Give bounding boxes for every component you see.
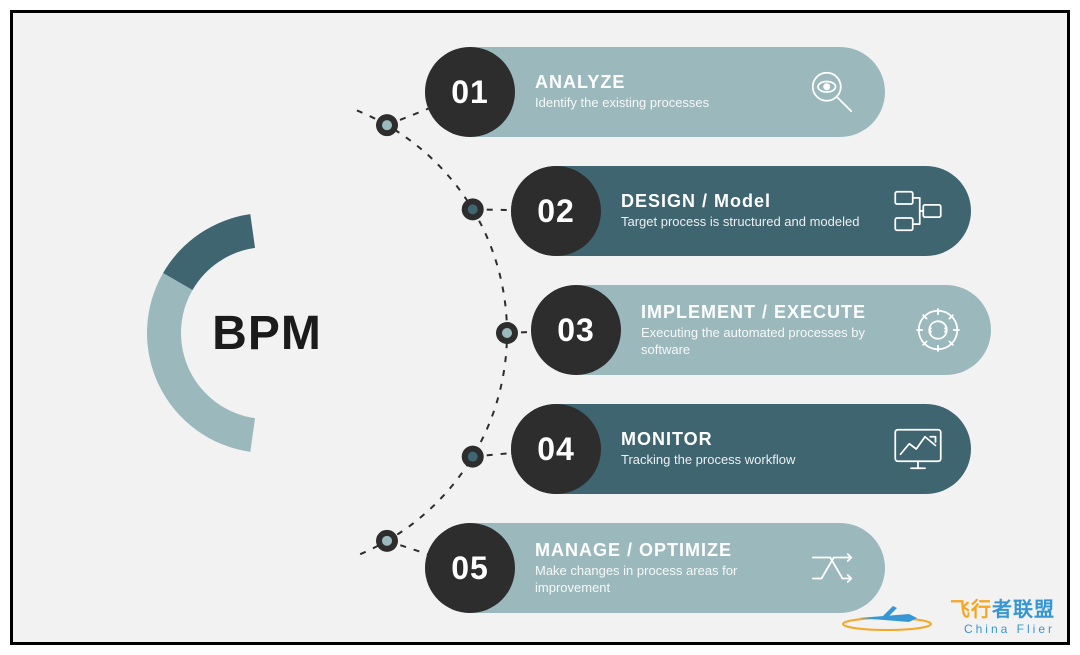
step-pill: 03 IMPLEMENT / EXECUTEExecuting the autom… xyxy=(531,285,991,375)
step-number-badge: 03 xyxy=(531,285,621,375)
watermark-char: 者 xyxy=(992,599,1013,621)
step-text: MONITOR Tracking the process workflow xyxy=(601,429,883,469)
orbit-arc xyxy=(357,110,507,555)
watermark-char: 飞 xyxy=(950,599,971,621)
step-number-badge: 04 xyxy=(511,404,601,494)
step-pill: 01 ANALYZE Identify the existing processes xyxy=(425,47,885,137)
step-title: MANAGE / OPTIMIZE xyxy=(535,540,787,561)
step-number: 04 xyxy=(537,431,575,468)
step-subtitle: Target process is structured and modeled xyxy=(621,214,873,231)
optimize-icon xyxy=(797,533,867,603)
step-title: MONITOR xyxy=(621,429,873,450)
step-title: DESIGN / Model xyxy=(621,191,873,212)
watermark-char: 盟 xyxy=(1034,599,1055,621)
step-subtitle: Tracking the process workflow xyxy=(621,452,873,469)
step-number-badge: 02 xyxy=(511,166,601,256)
monitor-icon xyxy=(883,414,953,484)
step-number-badge: 05 xyxy=(425,523,515,613)
infographic-stage: BPM 01ANALYZEIdentify the existing proce… xyxy=(10,10,1070,645)
watermark-main: 飞行者联盟 xyxy=(950,593,1055,622)
step-number: 01 xyxy=(451,74,489,111)
step-title: ANALYZE xyxy=(535,72,787,93)
watermark-plane-icon xyxy=(839,604,935,632)
step-text: ANALYZE Identify the existing processes xyxy=(515,72,797,112)
implement-icon xyxy=(903,295,973,365)
step-pill: 04 MONITOR Tracking the process workflow xyxy=(511,404,971,494)
watermark: 飞行者联盟 China Flier xyxy=(950,593,1055,636)
watermark-sub: China Flier xyxy=(950,622,1055,636)
step-number-badge: 01 xyxy=(425,47,515,137)
step-pill: 05 MANAGE / OPTIMIZEMake changes in proce… xyxy=(425,523,885,613)
step-text: MANAGE / OPTIMIZEMake changes in process… xyxy=(515,540,797,597)
step-subtitle: Make changes in process areas for improv… xyxy=(535,563,787,597)
design-icon xyxy=(883,176,953,246)
step-subtitle: Executing the automated processes by sof… xyxy=(641,325,893,359)
watermark-char: 联 xyxy=(1013,599,1034,621)
orbit-dot xyxy=(496,322,518,344)
step-subtitle: Identify the existing processes xyxy=(535,95,787,112)
step-pill: 02 DESIGN / Model Target process is struct… xyxy=(511,166,971,256)
step-number: 05 xyxy=(451,550,489,587)
orbit-dot xyxy=(376,114,398,136)
step-number: 03 xyxy=(557,312,595,349)
step-text: DESIGN / Model Target process is structur… xyxy=(601,191,883,231)
orbit-dot xyxy=(462,446,484,468)
step-text: IMPLEMENT / EXECUTEExecuting the automat… xyxy=(621,302,903,359)
watermark-char: 行 xyxy=(971,599,992,621)
orbit-dot xyxy=(376,530,398,552)
analyze-icon xyxy=(797,57,867,127)
orbit-dot xyxy=(462,198,484,220)
step-number: 02 xyxy=(537,193,575,230)
step-title: IMPLEMENT / EXECUTE xyxy=(641,302,893,323)
